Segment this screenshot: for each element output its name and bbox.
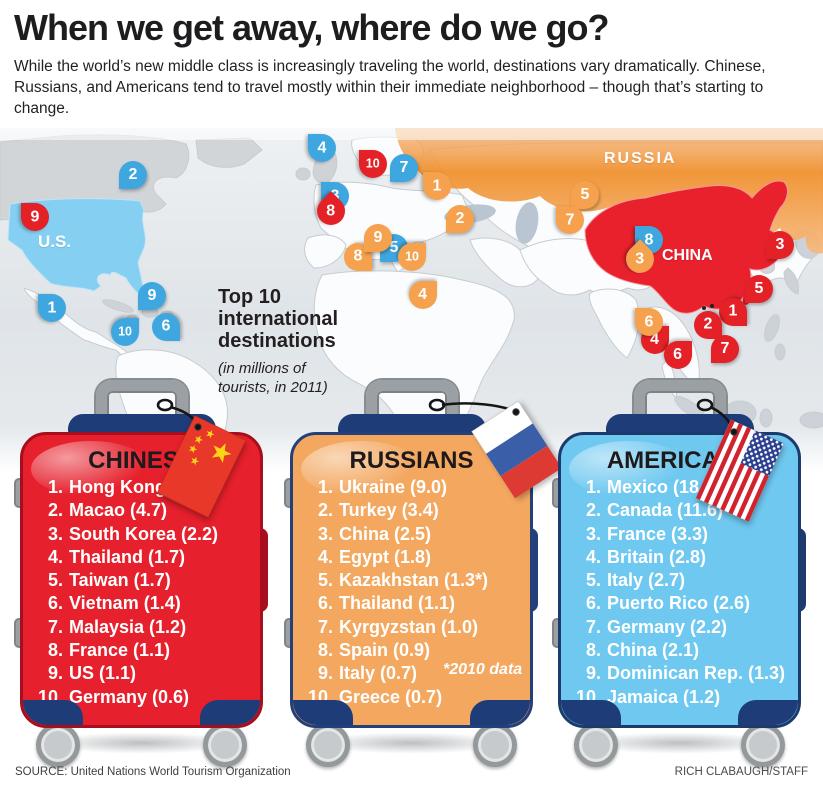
destination-item: 1. Mexico (18.6) bbox=[585, 477, 721, 497]
map-marker: 1 bbox=[719, 298, 747, 326]
map-marker: 6 bbox=[635, 308, 663, 336]
wheel bbox=[36, 723, 80, 767]
map-marker: 4 bbox=[308, 134, 336, 162]
map-label-china: CHINA bbox=[662, 247, 713, 264]
wheel bbox=[473, 723, 517, 767]
map-label-us: U.S. bbox=[38, 232, 72, 251]
destination-item: 7. Germany (2.2) bbox=[585, 616, 728, 637]
map-note-heading-line2: international bbox=[218, 308, 339, 330]
map-marker: 2 bbox=[694, 311, 722, 339]
destination-item: 7. Kyrgyzstan (1.0) bbox=[317, 616, 479, 637]
destination-item: 7. Malaysia (1.2) bbox=[47, 616, 187, 637]
map-label-russia: RUSSIA bbox=[604, 150, 677, 167]
source-credit: SOURCE: United Nations World Tourism Org… bbox=[15, 766, 291, 778]
map-marker: 6 bbox=[152, 313, 180, 341]
corner-cap bbox=[561, 700, 621, 725]
russia-flag-tag bbox=[471, 400, 562, 499]
destination-item: 9. Italy (0.7) bbox=[317, 663, 418, 684]
destination-item: 2. Canada (11.6) bbox=[585, 500, 724, 521]
corner-cap bbox=[293, 700, 353, 725]
map-marker: 5 bbox=[745, 275, 773, 303]
suitcase-chinese: CHINESE 1. Hong Kong (13.5) 2. Macao (4.7) 3… bbox=[8, 378, 275, 780]
case-body: CHINESE 1. Hong Kong (13.5) 2. Macao (4.7) 3… bbox=[20, 432, 263, 728]
destination-list: 1. Hong Kong (13.5) 2. Macao (4.7) 3. South K… bbox=[23, 476, 260, 709]
map-note-caption: (in millions of tourists, in 2011) bbox=[218, 360, 328, 396]
map-marker: 7 bbox=[711, 335, 739, 363]
map-marker: 2 bbox=[119, 161, 147, 189]
corner-cap bbox=[23, 700, 83, 725]
map-marker: 1 bbox=[38, 294, 66, 322]
map-marker: 10 bbox=[359, 150, 387, 178]
wheel bbox=[306, 723, 350, 767]
destination-item: 6. Puerto Rico (2.6) bbox=[585, 593, 751, 614]
map-marker: 9 bbox=[21, 203, 49, 231]
case-title: RUSSIANS bbox=[349, 447, 474, 474]
page-title: When we get away, where do we go? bbox=[14, 7, 609, 48]
wheel bbox=[574, 723, 618, 767]
destination-item: 4. Thailand (1.7) bbox=[47, 546, 186, 567]
destination-list: 1. Ukraine (9.0) 2. Turkey (3.4) 3. China (2.… bbox=[293, 476, 530, 709]
destination-item: 3. South Korea (2.2) bbox=[47, 523, 219, 544]
map-marker: 10 bbox=[111, 318, 139, 346]
map-marker: 7 bbox=[390, 154, 418, 182]
artist-credit: RICH CLABAUGH/STAFF bbox=[674, 766, 808, 778]
map-marker: 6 bbox=[664, 341, 692, 369]
page-subtitle: While the world’s new middle class is in… bbox=[14, 57, 766, 117]
destination-item: 5. Italy (2.7) bbox=[585, 570, 686, 591]
corner-cap bbox=[200, 700, 260, 725]
map-marker: 10 bbox=[398, 243, 426, 271]
map-marker: 9 bbox=[364, 224, 392, 252]
destination-item: 9. Dominican Rep. (1.3) bbox=[585, 663, 786, 684]
map-note: Top 10 international destinations (in mi… bbox=[218, 286, 338, 397]
destination-item: 9. US (1.1) bbox=[47, 663, 137, 684]
map-note-heading-line3: destinations bbox=[218, 330, 336, 352]
corner-cap bbox=[470, 700, 530, 725]
destination-item: 8. Spain (0.9) bbox=[317, 640, 431, 661]
map-marker: 3 bbox=[766, 231, 794, 259]
wheel bbox=[741, 723, 785, 767]
destination-item: 2. Turkey (3.4) bbox=[317, 500, 439, 521]
map-marker: 4 bbox=[409, 281, 437, 309]
map-marker: 2 bbox=[446, 205, 474, 233]
destination-item: 5. Kazakhstan (1.3*) bbox=[317, 570, 489, 591]
map-marker: 7 bbox=[556, 206, 584, 234]
destination-item: 6. Thailand (1.1) bbox=[317, 593, 456, 614]
map-marker: 9 bbox=[138, 282, 166, 310]
header: When we get away, where do we go? While … bbox=[14, 8, 809, 119]
destination-item: 1. Ukraine (9.0) bbox=[317, 477, 448, 497]
corner-cap bbox=[738, 700, 798, 725]
wheel bbox=[203, 723, 247, 767]
map-marker: 5 bbox=[571, 181, 599, 209]
destination-item: 6. Vietnam (1.4) bbox=[47, 593, 181, 614]
destination-item: 8. China (2.1) bbox=[585, 640, 700, 661]
map-markers: 123456789101234567891012345678910 bbox=[0, 128, 823, 473]
map-note-heading-line1: Top 10 bbox=[218, 286, 281, 308]
destination-item: 4. Egypt (1.8) bbox=[317, 546, 432, 567]
data-year-note: *2010 data bbox=[443, 661, 523, 678]
destination-item: 3. France (3.3) bbox=[585, 523, 709, 544]
suitcase-russians: RUSSIANS 1. Ukraine (9.0) 2. Turkey (3.4) 3.… bbox=[278, 378, 562, 780]
destination-item: 2. Macao (4.7) bbox=[47, 500, 168, 521]
usa-flag-tag bbox=[695, 419, 784, 522]
china-flag-tag bbox=[157, 415, 246, 518]
destination-item: 5. Taiwan (1.7) bbox=[47, 570, 171, 591]
destination-item: 4. Britain (2.8) bbox=[585, 546, 707, 567]
destination-item: 3. China (2.5) bbox=[317, 523, 432, 544]
destination-item: 8. France (1.1) bbox=[47, 640, 171, 661]
case-body: RUSSIANS 1. Ukraine (9.0) 2. Turkey (3.4) 3.… bbox=[290, 432, 533, 728]
suitcase-americans: AMERICANS 1. Mexico (18.6) 2. Canada (11.6)… bbox=[546, 378, 813, 780]
map-marker: 1 bbox=[423, 172, 451, 200]
destination-list: 1. Mexico (18.6) 2. Canada (11.6) 3. France (… bbox=[561, 476, 798, 709]
